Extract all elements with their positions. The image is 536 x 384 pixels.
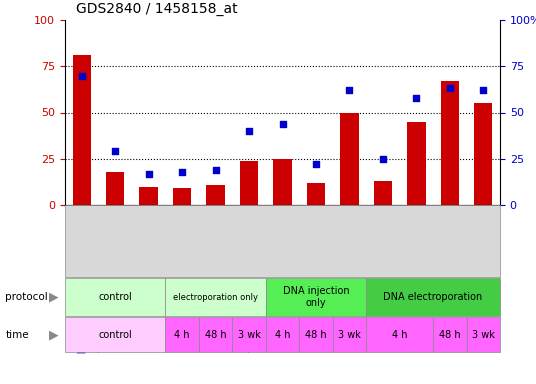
- Text: protocol: protocol: [5, 292, 48, 302]
- Bar: [72, 55, 91, 205]
- Bar: [139, 187, 158, 205]
- Bar: [340, 113, 359, 205]
- Bar: [206, 185, 225, 205]
- Text: 48 h: 48 h: [439, 329, 460, 339]
- Bar: [374, 181, 392, 205]
- Point: [245, 128, 254, 134]
- Bar: [474, 103, 493, 205]
- Text: ■: ■: [76, 329, 86, 339]
- Point: [144, 170, 153, 177]
- Bar: [173, 188, 191, 205]
- Point: [278, 121, 287, 127]
- Bar: [441, 81, 459, 205]
- Point: [378, 156, 387, 162]
- Point: [111, 148, 120, 154]
- Text: 4 h: 4 h: [275, 329, 291, 339]
- Text: electroporation only: electroporation only: [173, 293, 258, 301]
- Text: time: time: [5, 329, 29, 339]
- Text: DNA injection
only: DNA injection only: [282, 286, 349, 308]
- Text: ▶: ▶: [49, 291, 58, 303]
- Text: ▶: ▶: [49, 328, 58, 341]
- Point: [479, 87, 488, 93]
- Point: [445, 85, 454, 91]
- Text: DNA electroporation: DNA electroporation: [383, 292, 483, 302]
- Bar: [407, 122, 426, 205]
- Text: 48 h: 48 h: [305, 329, 327, 339]
- Text: count: count: [97, 329, 125, 339]
- Bar: [240, 161, 258, 205]
- Text: 4 h: 4 h: [174, 329, 190, 339]
- Text: 48 h: 48 h: [205, 329, 226, 339]
- Text: 4 h: 4 h: [392, 329, 407, 339]
- Text: 3 wk: 3 wk: [237, 329, 260, 339]
- Point: [178, 169, 187, 175]
- Text: 3 wk: 3 wk: [338, 329, 361, 339]
- Bar: [273, 159, 292, 205]
- Text: percentile rank within the sample: percentile rank within the sample: [97, 343, 262, 353]
- Point: [412, 94, 421, 101]
- Text: control: control: [98, 329, 132, 339]
- Bar: [106, 172, 124, 205]
- Point: [345, 87, 354, 93]
- Text: GDS2840 / 1458158_at: GDS2840 / 1458158_at: [76, 2, 237, 16]
- Text: control: control: [98, 292, 132, 302]
- Point: [211, 167, 220, 173]
- Point: [311, 161, 320, 167]
- Text: ■: ■: [76, 343, 86, 353]
- Text: 3 wk: 3 wk: [472, 329, 495, 339]
- Bar: [307, 183, 325, 205]
- Point: [77, 73, 86, 79]
